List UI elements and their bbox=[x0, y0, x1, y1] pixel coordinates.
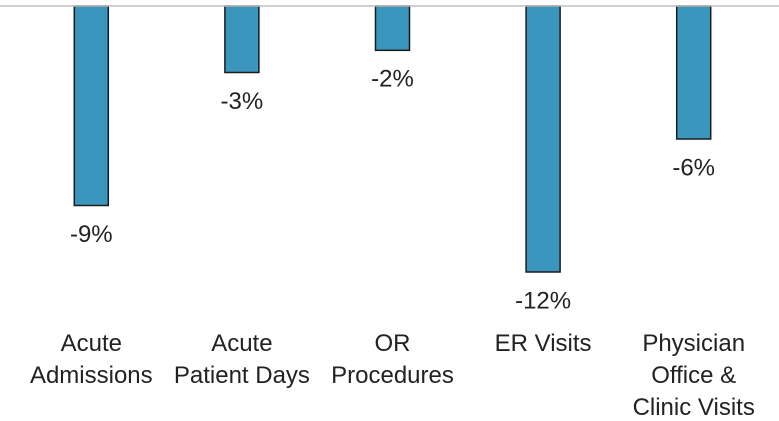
value-label: -6% bbox=[672, 154, 715, 181]
x-tick-label: Physician Office & Clinic Visits bbox=[633, 330, 755, 421]
bar bbox=[675, 5, 712, 140]
bar bbox=[525, 5, 561, 273]
value-label: -3% bbox=[221, 88, 264, 115]
label-line: Admissions bbox=[30, 362, 153, 389]
label-line: Procedures bbox=[331, 362, 454, 389]
label-line: OR bbox=[375, 330, 411, 357]
label-line: Office & bbox=[651, 362, 736, 389]
x-tick-label: Acute Patient Days bbox=[174, 330, 310, 389]
label-line: Clinic Visits bbox=[633, 394, 755, 421]
label-line: ER Visits bbox=[495, 330, 592, 357]
label-line: Physician bbox=[642, 330, 745, 357]
label-line: Acute bbox=[61, 330, 122, 357]
label-line: Patient Days bbox=[174, 362, 310, 389]
value-label: -9% bbox=[70, 221, 113, 248]
x-tick-label: ER Visits bbox=[495, 330, 592, 357]
label-line: Acute bbox=[211, 330, 272, 357]
value-label: -12% bbox=[515, 287, 571, 314]
x-tick-label: Acute Admissions bbox=[30, 330, 153, 389]
bar bbox=[73, 5, 110, 207]
bar bbox=[224, 5, 260, 74]
x-tick-label: OR Procedures bbox=[331, 330, 454, 389]
value-label: -2% bbox=[371, 66, 414, 93]
bar bbox=[374, 5, 411, 52]
